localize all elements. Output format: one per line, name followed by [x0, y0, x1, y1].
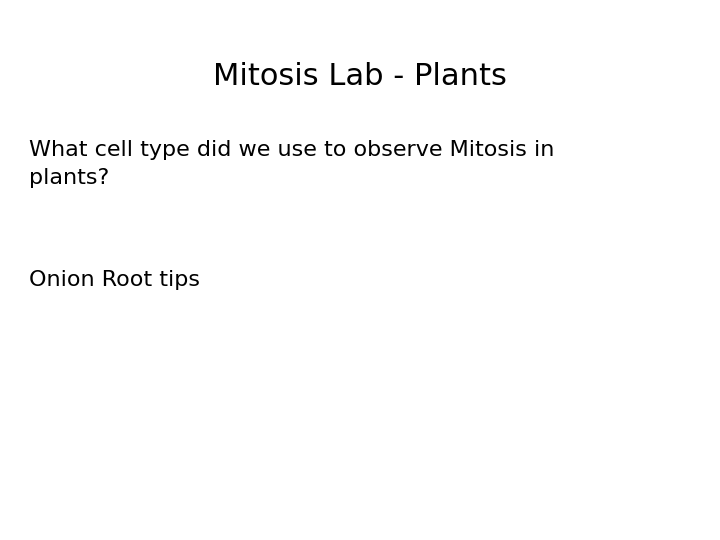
- Text: What cell type did we use to observe Mitosis in
plants?: What cell type did we use to observe Mit…: [29, 140, 554, 188]
- Text: Onion Root tips: Onion Root tips: [29, 270, 200, 290]
- Text: Mitosis Lab - Plants: Mitosis Lab - Plants: [213, 62, 507, 91]
